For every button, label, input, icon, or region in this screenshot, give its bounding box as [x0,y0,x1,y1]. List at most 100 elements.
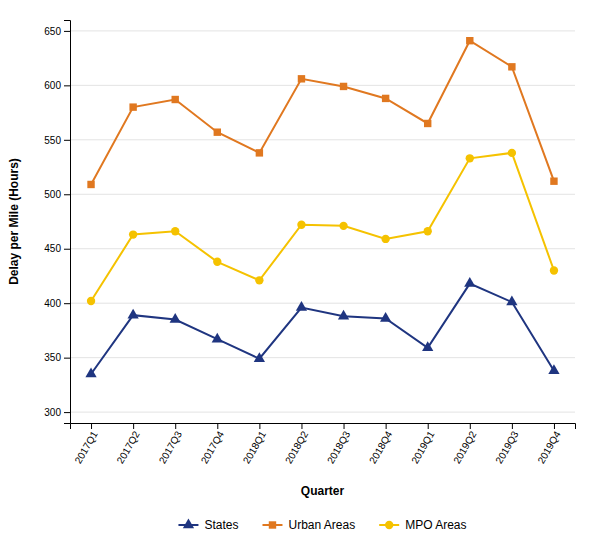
plot-area: 3003504004505005506006502017Q12017Q22017… [44,21,575,466]
series [87,37,557,188]
y-axis-line [64,21,71,424]
series-point [255,276,263,284]
series-point [506,296,517,306]
x-tick: 2019Q1 [409,423,437,466]
series-point [87,297,95,305]
x-axis-title: Quarter [301,484,345,498]
series-point [422,341,433,351]
y-tick-label: 300 [44,407,61,418]
series-point [340,83,347,90]
series-point [339,222,347,230]
x-tick-label: 2018Q1 [241,429,269,466]
x-tick-label: 2017Q3 [157,429,185,466]
y-tick-mark [64,358,70,359]
y-tick: 350 [44,352,70,363]
x-tick-mark [175,423,176,429]
y-tick-mark [64,31,70,32]
y-tick-label: 400 [44,298,61,309]
y-tick: 400 [44,298,70,309]
x-tick-mark [512,423,513,429]
series-point [170,313,181,323]
series-point [381,235,389,243]
series-point [424,227,432,235]
x-tick-mark [259,423,260,429]
y-tick: 450 [44,243,70,254]
legend-swatch [269,521,276,528]
series-point [466,37,473,44]
legend-swatch [385,521,393,529]
series-point [212,333,223,343]
series-point [129,103,136,110]
series [87,149,558,305]
series-line [91,284,554,374]
x-axis: 2017Q1 2017Q2 2017Q3 2017Q4 2018Q1 2018Q2 2018… [71,423,576,466]
x-tick-mark [554,423,555,429]
series-point [213,258,221,266]
grid-line [70,85,575,86]
series-point [296,301,307,311]
grid-line [70,139,575,140]
series-point [508,63,515,70]
marks [85,37,559,377]
legend-item: Urban Areas [262,518,355,532]
chart-svg: 3003504004505005506006502017Q12017Q22017… [0,0,600,548]
series-point [129,230,137,238]
x-tick-mark [344,423,345,429]
x-tick-label: 2018Q4 [367,429,395,466]
legend-label: MPO Areas [405,518,466,532]
series-point [85,367,96,377]
legend-label: Urban Areas [288,518,355,532]
x-tick-mark [470,423,471,429]
x-tick-label: 2018Q3 [325,429,353,466]
x-tick-label: 2019Q2 [451,429,479,466]
x-tick-mark [386,423,387,429]
x-tick: 2017Q3 [157,423,185,466]
series-point [550,266,558,274]
legend-item: States [178,518,238,532]
y-tick-label: 650 [44,26,61,37]
x-tick: 2018Q3 [325,423,353,466]
series-point [550,177,557,184]
series-point [508,149,516,157]
x-tick-label: 2017Q4 [199,429,227,466]
grid-line [70,194,575,195]
y-tick-mark [64,85,70,86]
x-tick: 2019Q3 [493,423,521,466]
y-tick: 550 [44,135,70,146]
series-point [254,352,265,362]
series-point [338,310,349,320]
y-tick: 300 [44,407,70,418]
y-axis: 300350400450500550600650 [44,21,70,424]
series-point [382,95,389,102]
y-tick-label: 350 [44,352,61,363]
series-line [91,153,554,301]
series [85,277,559,377]
series-point [87,181,94,188]
grid-line [70,412,575,413]
x-tick: 2017Q2 [115,423,143,466]
series-point [127,309,138,319]
x-tick: 2018Q2 [283,423,311,466]
y-tick-label: 550 [44,135,61,146]
grid [70,31,575,412]
series-line [91,41,554,185]
x-tick: 2019Q2 [451,423,479,466]
grid-line [70,30,575,31]
x-axis-line [71,424,576,430]
grid-line [70,357,575,358]
series-point [172,96,179,103]
x-tick-mark [91,423,92,429]
series-point [171,227,179,235]
x-tick: 2017Q1 [72,423,100,466]
legend: States Urban Areas MPO Areas [178,518,466,532]
legend-swatch [183,518,194,528]
y-tick-mark [64,412,70,413]
x-tick: 2017Q4 [199,423,227,466]
x-tick: 2018Q1 [241,423,269,466]
series-point [424,120,431,127]
y-tick-label: 600 [44,80,61,91]
series-point [256,149,263,156]
x-tick-label: 2019Q4 [535,429,563,466]
series-point [466,154,474,162]
y-tick-mark [64,249,70,250]
